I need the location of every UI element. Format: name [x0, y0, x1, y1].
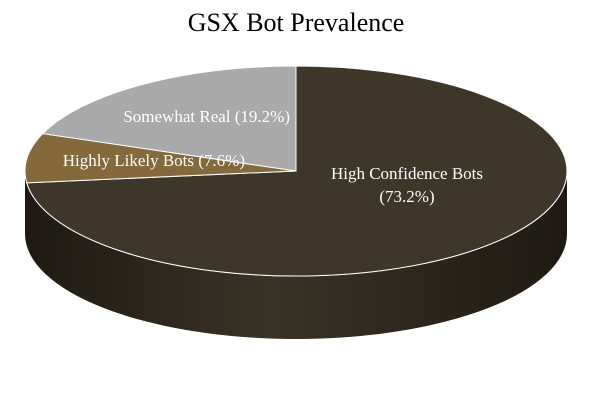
- slice-somewhat-real: [41, 65, 297, 172]
- label-high-confidence-bots: High Confidence Bots: [331, 164, 483, 183]
- label-highly-likely-bots: Highly Likely Bots (7.6%): [63, 151, 245, 170]
- label-somewhat-real: Somewhat Real (19.2%): [123, 107, 290, 126]
- chart-title: GSX Bot Prevalence: [187, 8, 405, 37]
- pie-side-wall: [25, 171, 567, 339]
- slice-high-confidence-bots: [26, 65, 568, 277]
- slice-highly-likely-bots: [24, 133, 297, 184]
- label-high-confidence-bots-percent: (73.2%): [379, 187, 434, 206]
